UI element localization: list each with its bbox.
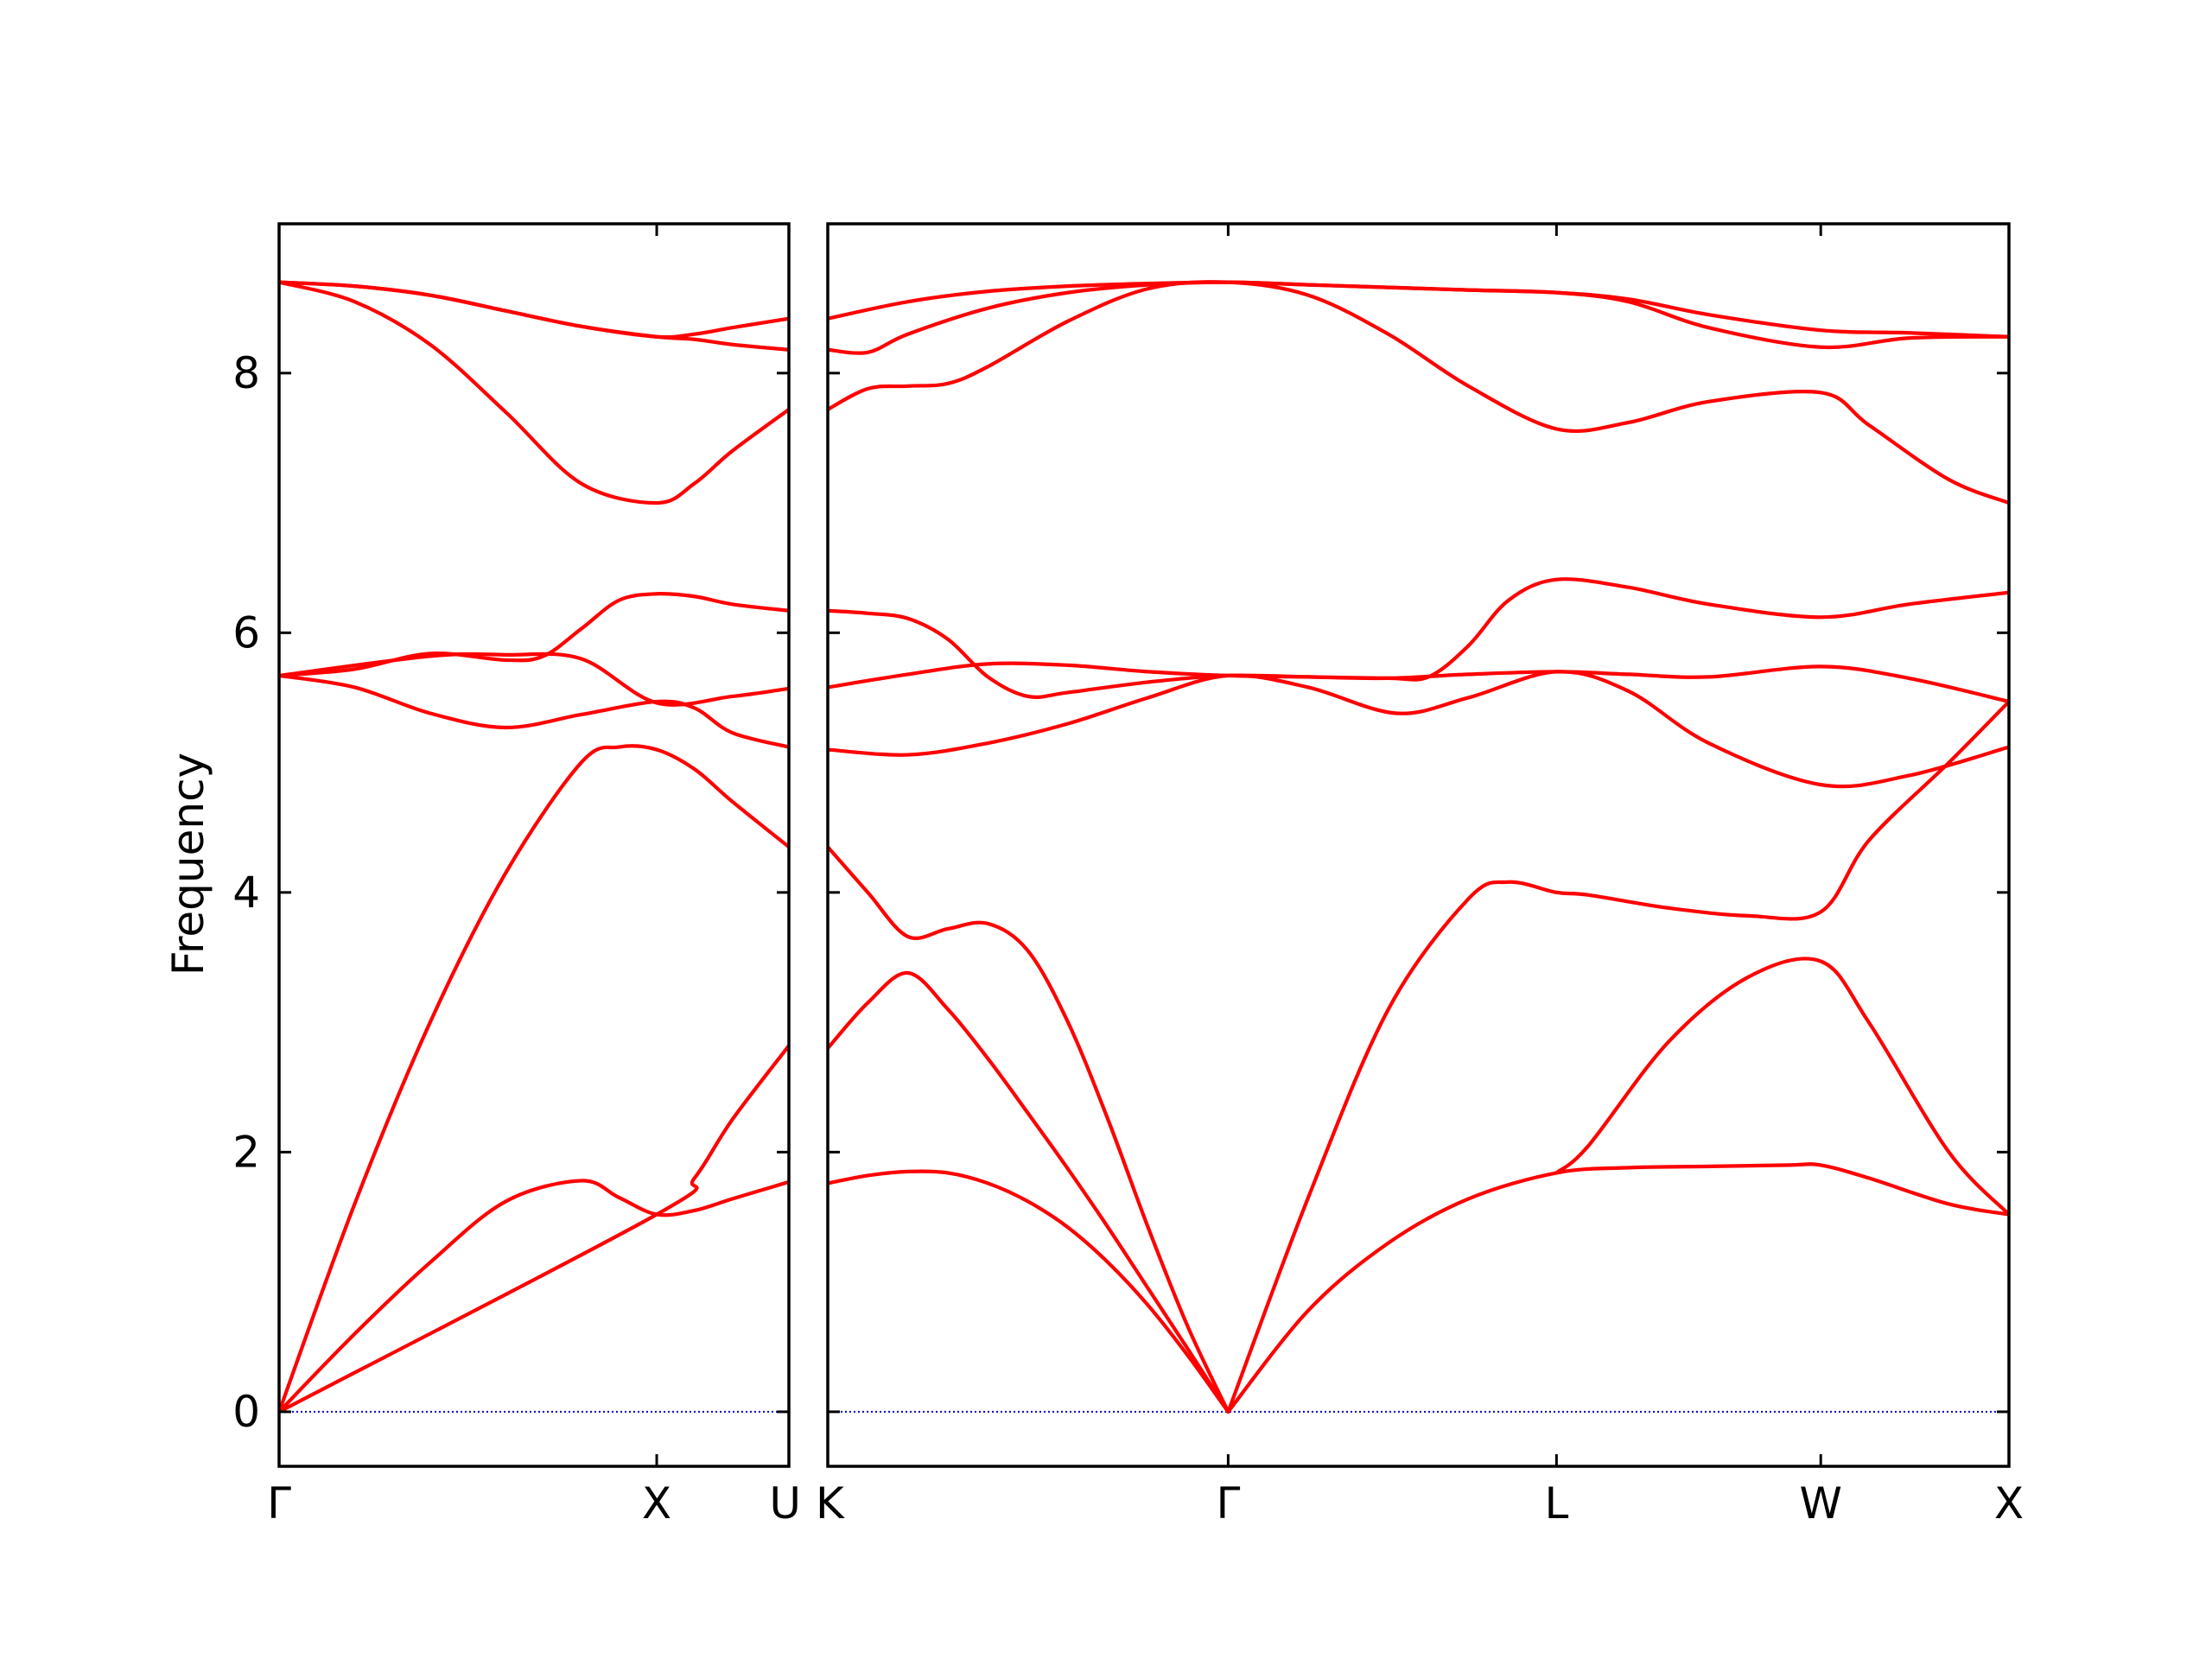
x-tick-label: Γ [267, 1478, 291, 1529]
band-line-1-11 [828, 280, 2009, 339]
x-tick-label: X [1994, 1478, 2024, 1529]
y-tick-label: 0 [232, 1387, 260, 1437]
band-line-1-2 [828, 845, 1230, 1414]
x-tick-label: Γ [1216, 1478, 1240, 1529]
band-group [828, 280, 2009, 1414]
band-line-0-3 [279, 673, 789, 749]
plot-frame [277, 222, 791, 1468]
band-line-0-1 [279, 744, 789, 1414]
band-line-0-5 [279, 591, 789, 678]
panel-left: 0 2 4 6 8 Γ X U [232, 222, 801, 1529]
band-line-1-0 [828, 1169, 1230, 1414]
band-line-1-8 [828, 577, 2009, 700]
x-tick-label: X [642, 1478, 671, 1529]
x-tick-label: W [1799, 1478, 1841, 1529]
y-tick-label: 8 [232, 348, 260, 398]
band-line-0-0 [279, 1179, 789, 1414]
y-tick-label: 6 [232, 607, 260, 658]
band-line-1-6 [828, 670, 2009, 789]
band-group [279, 280, 789, 1414]
band-line-0-6 [279, 280, 789, 505]
band-line-1-9 [828, 280, 2009, 505]
band-line-1-4 [1226, 699, 2009, 1414]
x-tick-label: K [816, 1478, 845, 1529]
band-line-1-5 [1554, 957, 2009, 1217]
y-tick-label: 4 [232, 868, 260, 918]
x-tick-label: L [1544, 1478, 1568, 1529]
band-line-1-1 [828, 970, 1230, 1414]
y-tick-label: 2 [232, 1127, 260, 1177]
band-line-1-3 [1226, 1162, 2009, 1414]
x-tick-label: U [769, 1478, 801, 1529]
band-line-0-2 [279, 1044, 789, 1414]
plot-frame [826, 222, 2011, 1468]
y-axis-label: Frequency [163, 753, 213, 976]
band-line-0-8 [279, 280, 789, 340]
